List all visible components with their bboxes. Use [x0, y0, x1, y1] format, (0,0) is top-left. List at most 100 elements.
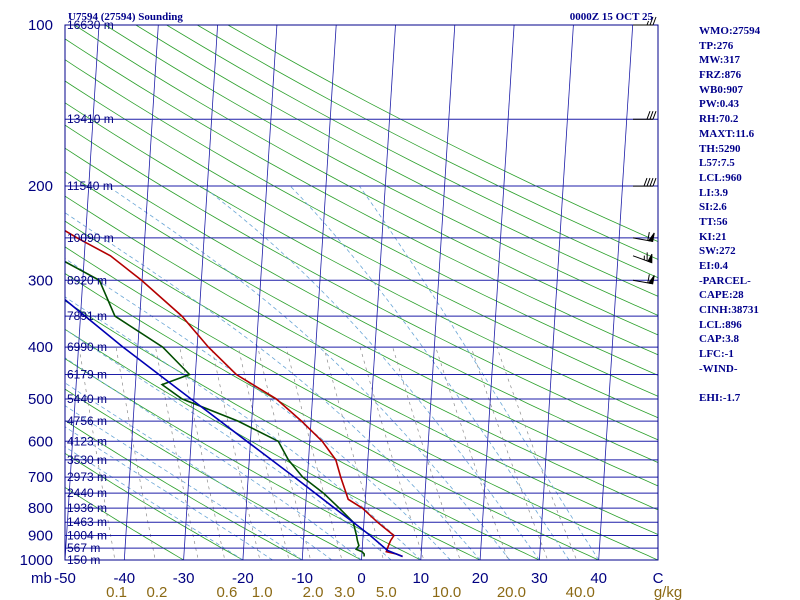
pressure-tick-label: 800 — [28, 500, 53, 517]
wind-barb — [632, 252, 653, 264]
moist-adiabat-line — [290, 185, 570, 560]
mixing-ratio-line — [323, 347, 384, 560]
pressure-tick-label: 600 — [28, 433, 53, 450]
mixing-ratio-label: 2.0 — [303, 584, 324, 600]
wind-barb — [633, 16, 657, 26]
wind-barb-feather — [646, 111, 651, 120]
index-line: MW:317 — [699, 54, 740, 67]
profile-layer — [65, 229, 403, 558]
dry-adiabat-line — [65, 124, 658, 441]
index-line: SI:2.6 — [699, 201, 727, 214]
temperature-tick-label: 20 — [472, 570, 489, 587]
dry-adiabat-line — [65, 246, 658, 560]
height-label: 150 m — [67, 553, 100, 567]
mixing-ratio-line — [257, 347, 311, 560]
mixing-ratio-label: 40.0 — [566, 584, 595, 600]
grid-layer — [65, 25, 658, 560]
index-line: CAP:3.8 — [699, 333, 740, 346]
isotherm-line — [420, 25, 456, 560]
dry-adiabat-line — [104, 25, 658, 316]
isotherm-line — [65, 25, 100, 560]
mixing-ratio-label: 0.2 — [147, 584, 168, 600]
dry-adiabat-line — [65, 195, 658, 511]
isotherm-line — [479, 25, 515, 560]
index-line: LCL:960 — [699, 171, 742, 184]
height-label: 2440 m — [67, 486, 107, 500]
chart-time: 0000Z 15 OCT 25 — [570, 11, 654, 23]
height-label: 1936 m — [67, 501, 107, 515]
mixing-ratio-line — [155, 347, 199, 560]
mixing-ratio-label: 0.6 — [216, 584, 237, 600]
chart-title: U7594 (27594) Sounding — [68, 11, 183, 23]
dry-adiabat-line — [65, 273, 600, 560]
index-line: -WIND- — [699, 362, 738, 375]
wind-barb-flag — [647, 253, 653, 264]
wind-barb-feather — [647, 274, 650, 283]
temperature-tick-label: -30 — [173, 570, 195, 587]
dry-adiabat-line — [65, 171, 658, 487]
wind-barb-feather — [649, 177, 654, 187]
wind-barb — [632, 232, 655, 242]
index-line: LCL:896 — [699, 318, 742, 331]
mixing-ratio-line — [435, 346, 509, 560]
height-label: 7891 m — [67, 309, 107, 323]
mixing-ratio-line — [359, 347, 425, 560]
pressure-tick-label: 100 — [28, 17, 53, 34]
isotherm-line — [539, 25, 574, 560]
isotherm-line — [598, 25, 634, 560]
isotherm-line — [301, 25, 337, 560]
index-line: EI:0.4 — [699, 260, 729, 272]
index-line: PW:0.43 — [699, 98, 740, 111]
wind-barb — [632, 274, 655, 285]
temperature-tick-label: 0 — [357, 570, 365, 587]
index-line: MAXT:11.6 — [699, 127, 755, 140]
dry-adiabat-line — [197, 25, 658, 260]
pressure-tick-label: 300 — [28, 272, 53, 289]
index-line: WMO:27594 — [699, 25, 761, 37]
temperature-tick-label: 30 — [531, 570, 548, 587]
moist-adiabat-line — [65, 258, 451, 560]
height-label: 1004 m — [67, 529, 107, 543]
height-label: 1463 m — [67, 515, 107, 529]
height-label: 16630 m — [67, 18, 114, 32]
dry-adiabat-line — [74, 25, 658, 336]
moist-adiabat-line — [65, 296, 422, 560]
indices-panel: WMO:27594 TP:276 MW:317 FRZ:876 WB0:907 PW:0.… — [699, 24, 799, 406]
moist-adiabat-line — [107, 185, 511, 560]
dry-adiabat-line — [65, 80, 658, 397]
temperature-tick-label: -40 — [113, 570, 135, 587]
dry-adiabat-line — [65, 452, 244, 560]
index-line: KI:21 — [699, 230, 727, 243]
mixing-ratio-line — [496, 346, 577, 560]
wind-barb-feather — [649, 111, 654, 120]
wind-barb-feather — [652, 177, 657, 187]
mixing-ratio-label: 3.0 — [334, 584, 355, 600]
index-line: FRZ:876 — [699, 69, 742, 82]
index-line: CAPE:28 — [699, 289, 744, 302]
wind-barb-flag — [647, 232, 655, 242]
wind-barb-feather — [649, 16, 654, 26]
dry-adiabat-line — [65, 147, 658, 464]
wind-barb-flag — [647, 275, 655, 285]
height-label: 567 m — [67, 541, 100, 555]
mixing-ratio-label: 0.1 — [106, 584, 127, 600]
height-label: 6179 m — [67, 367, 107, 381]
index-line: TT:56 — [699, 215, 728, 228]
height-label: 4756 m — [67, 414, 107, 428]
index-line: WB0:907 — [699, 83, 743, 96]
index-line: TP:276 — [699, 39, 734, 52]
index-line: LI:3.9 — [699, 186, 729, 199]
dry-adiabat-line — [65, 300, 541, 560]
dry-adiabat-line — [135, 25, 658, 297]
mixing-ratio-unit: g/kg — [654, 584, 682, 600]
height-label: 10090 m — [67, 231, 114, 245]
pressure-tick-label: 500 — [28, 391, 53, 408]
height-label: 4123 m — [67, 434, 107, 448]
height-label: 3530 m — [67, 453, 107, 467]
mixing-ratio-label: 10.0 — [432, 584, 461, 600]
pressure-tick-label: 900 — [28, 528, 53, 545]
temperature-tick-label: 40 — [590, 570, 607, 587]
mixing-ratio-line — [392, 346, 461, 560]
